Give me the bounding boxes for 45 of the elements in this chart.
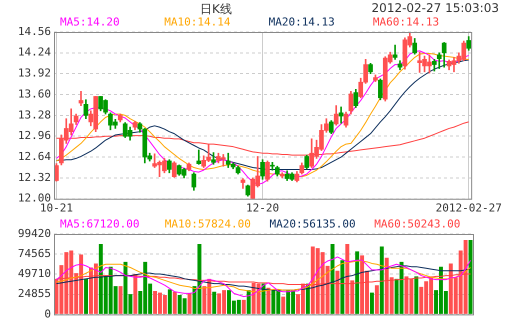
text: MA10:57824.00	[164, 217, 251, 230]
bar	[374, 285, 379, 314]
text: MA5:14.20	[60, 15, 120, 28]
bar	[355, 251, 360, 314]
text: MA20:56135.00	[270, 217, 356, 230]
y-tick-label: 0	[44, 307, 51, 320]
bar	[281, 296, 286, 314]
y-tick-label: 74565	[18, 246, 51, 260]
bar	[266, 288, 270, 314]
y-tick-label: 49710	[18, 267, 51, 280]
y-tick-label: 12.32	[18, 170, 51, 184]
y-tick-label: 24855	[18, 287, 51, 300]
y-tick-label: 99420	[18, 226, 51, 240]
x-tick-label: 12-20	[246, 201, 280, 214]
bar	[84, 278, 88, 314]
text: MA60:14.13	[372, 15, 440, 28]
bar	[133, 274, 138, 314]
bar	[335, 270, 340, 314]
bar	[468, 240, 473, 314]
text: MA20:14.13	[268, 15, 335, 28]
bar	[118, 286, 123, 314]
bar	[242, 300, 246, 314]
bar	[340, 260, 344, 314]
bar	[168, 289, 172, 314]
y-tick-label: 13.28	[18, 108, 51, 122]
bar	[330, 244, 334, 314]
text: MA5:67120.00	[60, 217, 140, 230]
y-tick-label: 14.56	[18, 24, 51, 38]
x-tick-label: 2012-02-27	[436, 201, 502, 214]
bar	[262, 284, 266, 314]
bar	[246, 290, 251, 314]
bar	[414, 276, 418, 314]
chart-title: 日K线	[200, 1, 232, 17]
text: MA10:14.14	[164, 15, 231, 28]
y-tick-label: 12.96	[18, 129, 51, 142]
bar	[212, 292, 216, 314]
bar	[188, 293, 192, 314]
y-tick-label: 12.64	[18, 150, 52, 163]
text: MA60:50243.00	[374, 217, 460, 230]
y-tick-label: 13.92	[18, 66, 51, 80]
bar	[370, 292, 374, 314]
y-tick-label: 14.24	[18, 46, 52, 59]
bar	[380, 246, 384, 314]
text: 2012-02-27 15:03:03	[372, 1, 499, 15]
y-tick-label: 13.60	[18, 87, 51, 100]
